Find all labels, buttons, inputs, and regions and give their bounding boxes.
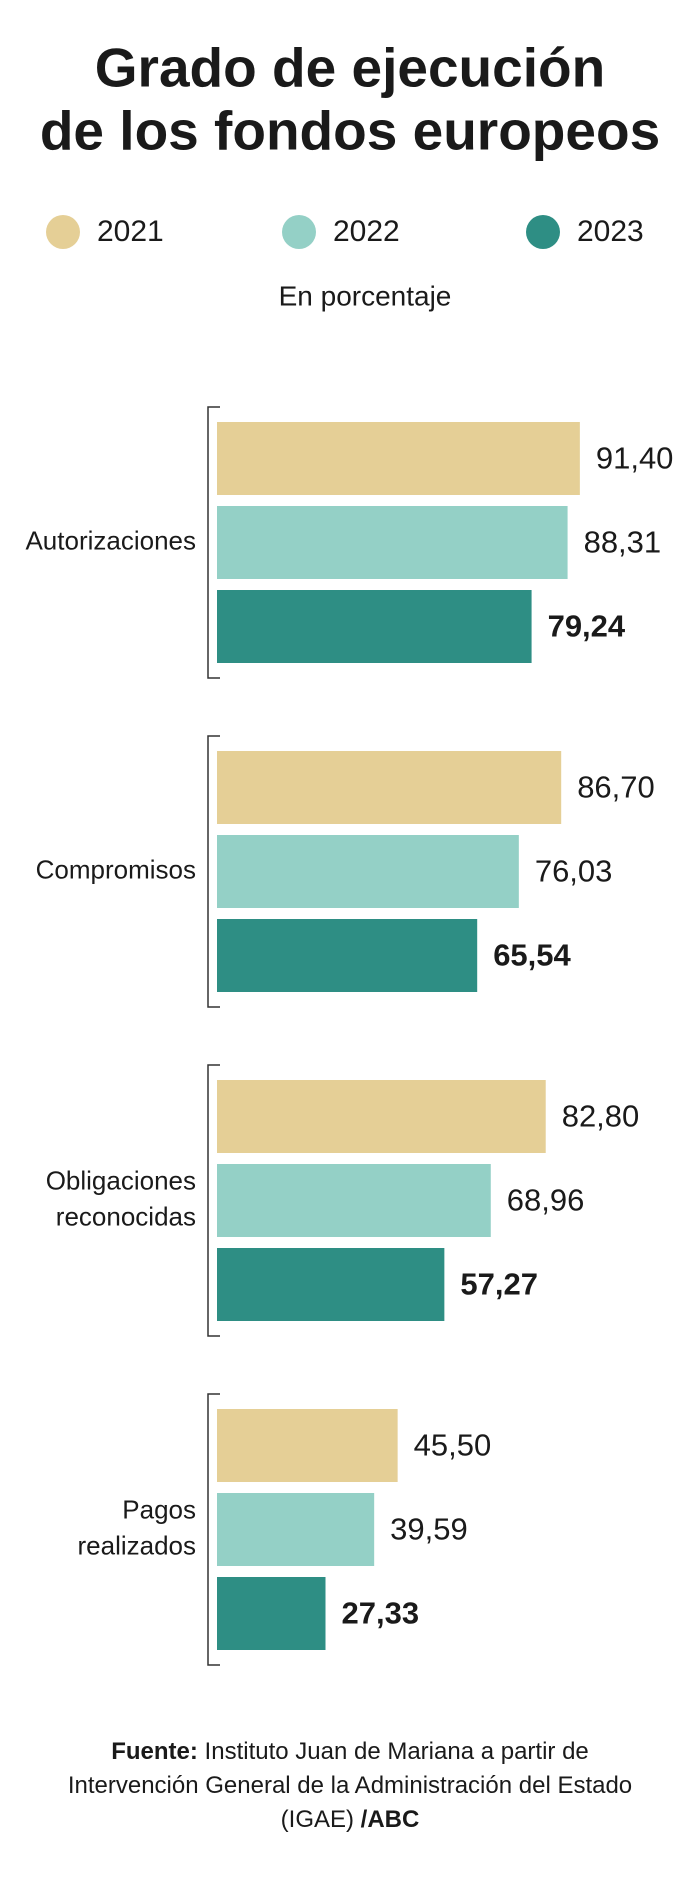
value-label: 79,24 <box>548 609 626 644</box>
value-label: 88,31 <box>584 525 662 560</box>
value-label: 76,03 <box>535 854 613 889</box>
group-bracket <box>207 1393 220 1666</box>
chart-subtitle: En porcentaje <box>279 280 452 311</box>
value-label: 65,54 <box>493 938 571 973</box>
bar <box>217 590 532 663</box>
value-label: 91,40 <box>596 441 674 476</box>
chart-title: Grado de ejecución <box>95 37 605 99</box>
chart-title: de los fondos europeos <box>40 100 660 162</box>
category-label-line: Compromisos <box>36 854 196 884</box>
bar <box>217 1248 445 1321</box>
category-label-line: Pagos <box>122 1494 196 1524</box>
value-label: 82,80 <box>562 1099 640 1134</box>
bar <box>217 835 519 908</box>
legend-swatch <box>46 215 80 249</box>
category-label: Autorizaciones <box>25 525 196 555</box>
value-label: 45,50 <box>414 1428 492 1463</box>
source-text: Instituto Juan de Mariana a partir de In… <box>67 1738 633 1833</box>
chart: Grado de ejecución de los fondos europeo… <box>25 37 674 1666</box>
category-label-line: realizados <box>77 1530 196 1560</box>
category-label: Obligaciones reconocidas <box>46 1165 196 1231</box>
group-bracket <box>207 406 220 679</box>
category-label: Compromisos <box>36 854 196 884</box>
bar <box>217 422 580 495</box>
legend-label: 2022 <box>333 215 400 248</box>
bar <box>217 919 478 992</box>
category-label-line: Obligaciones <box>46 1165 196 1195</box>
value-label: 86,70 <box>577 770 655 805</box>
source-label: Fuente: <box>111 1738 198 1765</box>
bar <box>217 751 562 824</box>
category-label: Pagos realizados <box>77 1494 196 1560</box>
legend-label: 2023 <box>577 215 644 248</box>
bar <box>217 1493 375 1566</box>
legend-swatch <box>526 215 560 249</box>
value-label: 57,27 <box>460 1267 538 1302</box>
category-label-line: Autorizaciones <box>25 525 196 555</box>
bar <box>217 506 568 579</box>
bar <box>217 1409 398 1482</box>
legend-label: 2021 <box>97 215 164 248</box>
value-label: 68,96 <box>507 1183 585 1218</box>
value-label: 39,59 <box>390 1512 468 1547</box>
value-label: 27,33 <box>342 1596 420 1631</box>
group-bracket <box>207 735 220 1008</box>
bar <box>217 1577 326 1650</box>
group-bracket <box>207 1064 220 1337</box>
category-label-line: reconocidas <box>56 1201 196 1231</box>
legend-swatch <box>282 215 316 249</box>
bar <box>217 1164 491 1237</box>
source-note: Fuente: Instituto Juan de Mariana a part… <box>50 1735 650 1837</box>
bar <box>217 1080 546 1153</box>
source-brand: /ABC <box>360 1806 420 1833</box>
